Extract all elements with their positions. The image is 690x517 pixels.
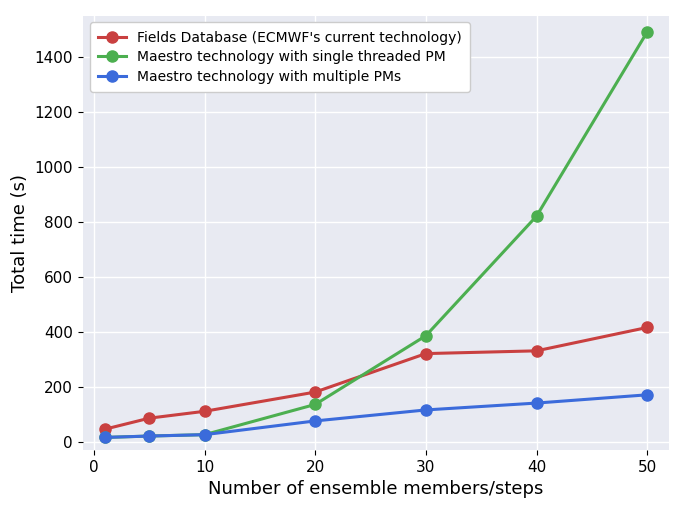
- Fields Database (ECMWF's current technology): [101, 426, 109, 432]
- Fields Database (ECMWF's current technology): [643, 324, 651, 330]
- Fields Database (ECMWF's current technology): [311, 389, 319, 395]
- Maestro technology with single threaded PM: [101, 434, 109, 440]
- Maestro technology with single threaded PM: [422, 332, 430, 339]
- Y-axis label: Total time (s): Total time (s): [11, 174, 29, 292]
- X-axis label: Number of ensemble members/steps: Number of ensemble members/steps: [208, 480, 544, 498]
- Maestro technology with single threaded PM: [311, 401, 319, 407]
- Line: Maestro technology with multiple PMs: Maestro technology with multiple PMs: [99, 389, 653, 443]
- Line: Fields Database (ECMWF's current technology): Fields Database (ECMWF's current technol…: [99, 322, 653, 435]
- Fields Database (ECMWF's current technology): [145, 415, 153, 421]
- Maestro technology with single threaded PM: [533, 213, 541, 219]
- Maestro technology with single threaded PM: [643, 29, 651, 35]
- Maestro technology with multiple PMs: [311, 418, 319, 424]
- Maestro technology with single threaded PM: [200, 432, 208, 438]
- Maestro technology with multiple PMs: [643, 392, 651, 398]
- Fields Database (ECMWF's current technology): [200, 408, 208, 415]
- Maestro technology with multiple PMs: [533, 400, 541, 406]
- Maestro technology with single threaded PM: [145, 433, 153, 439]
- Legend: Fields Database (ECMWF's current technology), Maestro technology with single thr: Fields Database (ECMWF's current technol…: [90, 22, 470, 92]
- Fields Database (ECMWF's current technology): [422, 351, 430, 357]
- Maestro technology with multiple PMs: [200, 432, 208, 438]
- Line: Maestro technology with single threaded PM: Maestro technology with single threaded …: [99, 26, 653, 443]
- Maestro technology with multiple PMs: [422, 407, 430, 413]
- Maestro technology with multiple PMs: [101, 434, 109, 440]
- Maestro technology with multiple PMs: [145, 433, 153, 439]
- Fields Database (ECMWF's current technology): [533, 348, 541, 354]
